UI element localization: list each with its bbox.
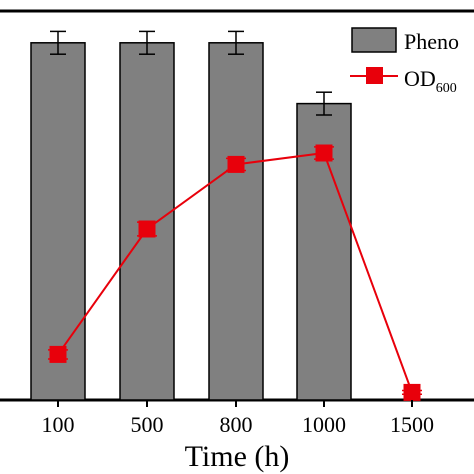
x-axis-ticks [57, 400, 413, 407]
legend: Pheno OD600 [350, 27, 459, 96]
legend-line-marker [366, 67, 383, 84]
od600-point-800 [227, 155, 245, 173]
legend-line-label: OD600 [404, 66, 457, 96]
x-axis-tick-labels: 100 500 800 1000 1500 [42, 412, 435, 437]
od600-point-1500 [403, 383, 421, 401]
od600-point-100 [49, 345, 67, 363]
legend-line-label-sub: 600 [436, 81, 457, 96]
line-series [48, 144, 422, 401]
od600-point-1000 [315, 144, 333, 162]
bar-800 [208, 42, 264, 401]
x-tick-label-100: 100 [42, 412, 75, 437]
x-tick-label-1000: 1000 [302, 412, 346, 437]
x-axis-title: Time (h) [185, 440, 290, 473]
bar-100 [30, 42, 86, 401]
legend-line-label-main: OD [404, 66, 436, 91]
x-tick-label-1500: 1500 [390, 412, 434, 437]
bar-error-bars [50, 30, 332, 116]
x-tick-label-800: 800 [220, 412, 253, 437]
legend-bar-label: Pheno [404, 29, 459, 54]
legend-bar-swatch [351, 27, 397, 53]
bar-series [30, 42, 352, 401]
od600-point-500 [138, 220, 156, 238]
x-tick-label-500: 500 [131, 412, 164, 437]
